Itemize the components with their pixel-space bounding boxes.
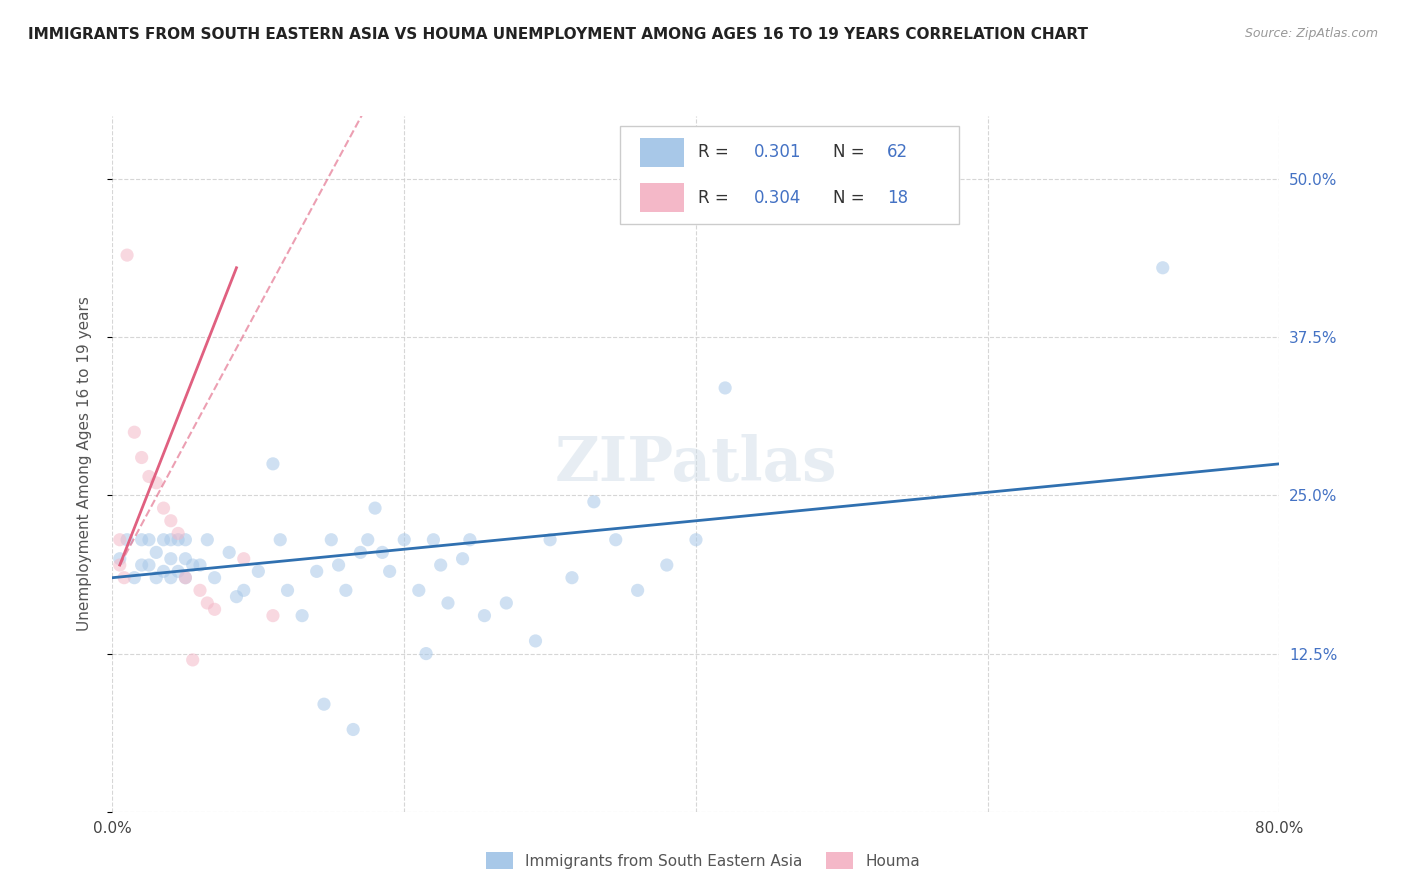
Point xyxy=(458,533,481,547)
Point xyxy=(115,248,138,262)
Point xyxy=(160,514,183,528)
Point xyxy=(408,583,430,598)
Point xyxy=(655,558,678,572)
Text: 18: 18 xyxy=(887,189,908,207)
Point xyxy=(181,558,204,572)
Point xyxy=(495,596,517,610)
Point xyxy=(474,608,496,623)
Point xyxy=(415,647,437,661)
Text: R =: R = xyxy=(699,189,734,207)
Point xyxy=(605,533,627,547)
Point xyxy=(152,501,174,516)
Text: 0.304: 0.304 xyxy=(754,189,801,207)
Point xyxy=(138,533,160,547)
Point xyxy=(312,697,335,711)
Text: N =: N = xyxy=(832,144,869,161)
Point xyxy=(160,551,183,566)
Point xyxy=(335,583,357,598)
Point xyxy=(262,457,284,471)
Point xyxy=(160,533,183,547)
Point xyxy=(437,596,460,610)
Point xyxy=(174,533,197,547)
Point xyxy=(328,558,350,572)
Point xyxy=(124,425,146,440)
Point xyxy=(108,551,131,566)
Point xyxy=(167,526,190,541)
Point xyxy=(108,533,131,547)
Point xyxy=(167,533,190,547)
Point xyxy=(524,634,547,648)
Point xyxy=(131,558,153,572)
Point xyxy=(342,723,364,737)
Point xyxy=(204,571,226,585)
Point xyxy=(181,653,204,667)
Point xyxy=(218,545,240,559)
Point xyxy=(357,533,380,547)
Point xyxy=(145,571,167,585)
Text: Source: ZipAtlas.com: Source: ZipAtlas.com xyxy=(1244,27,1378,40)
Text: R =: R = xyxy=(699,144,734,161)
Point xyxy=(364,501,387,516)
Point xyxy=(108,558,131,572)
Point xyxy=(138,469,160,483)
Point xyxy=(131,450,153,465)
Point xyxy=(429,558,451,572)
FancyBboxPatch shape xyxy=(620,127,959,224)
Text: 0.301: 0.301 xyxy=(754,144,801,161)
Legend: Immigrants from South Eastern Asia, Houma: Immigrants from South Eastern Asia, Houm… xyxy=(479,846,927,875)
Point xyxy=(138,558,160,572)
Point xyxy=(188,583,211,598)
Point xyxy=(276,583,298,598)
Point xyxy=(378,565,401,579)
Y-axis label: Unemployment Among Ages 16 to 19 years: Unemployment Among Ages 16 to 19 years xyxy=(77,296,91,632)
Point xyxy=(321,533,343,547)
Point xyxy=(167,565,190,579)
Point xyxy=(269,533,291,547)
Point xyxy=(626,583,648,598)
Text: IMMIGRANTS FROM SOUTH EASTERN ASIA VS HOUMA UNEMPLOYMENT AMONG AGES 16 TO 19 YEA: IMMIGRANTS FROM SOUTH EASTERN ASIA VS HO… xyxy=(28,27,1088,42)
Point xyxy=(124,571,146,585)
Point xyxy=(582,495,605,509)
Point xyxy=(349,545,371,559)
Point xyxy=(392,533,416,547)
Point xyxy=(195,596,218,610)
Point xyxy=(422,533,444,547)
Point xyxy=(112,571,135,585)
Point xyxy=(232,583,254,598)
Point xyxy=(561,571,583,585)
Point xyxy=(145,545,167,559)
Point xyxy=(131,533,153,547)
Point xyxy=(204,602,226,616)
Point xyxy=(538,533,561,547)
Point xyxy=(685,533,707,547)
Point xyxy=(115,533,138,547)
Point xyxy=(232,551,254,566)
Point xyxy=(174,571,197,585)
Point xyxy=(305,565,328,579)
Point xyxy=(174,551,197,566)
Point xyxy=(1152,260,1174,275)
Point xyxy=(714,381,737,395)
Point xyxy=(152,565,174,579)
Point xyxy=(145,475,167,490)
Point xyxy=(174,571,197,585)
Point xyxy=(225,590,247,604)
Point xyxy=(195,533,218,547)
Point xyxy=(188,558,211,572)
Text: 62: 62 xyxy=(887,144,908,161)
Point xyxy=(371,545,394,559)
FancyBboxPatch shape xyxy=(640,183,685,212)
Point xyxy=(262,608,284,623)
Point xyxy=(152,533,174,547)
Text: ZIPatlas: ZIPatlas xyxy=(555,434,837,494)
Text: N =: N = xyxy=(832,189,869,207)
Point xyxy=(247,565,270,579)
Point xyxy=(451,551,474,566)
Point xyxy=(160,571,183,585)
Point xyxy=(291,608,314,623)
FancyBboxPatch shape xyxy=(640,138,685,167)
